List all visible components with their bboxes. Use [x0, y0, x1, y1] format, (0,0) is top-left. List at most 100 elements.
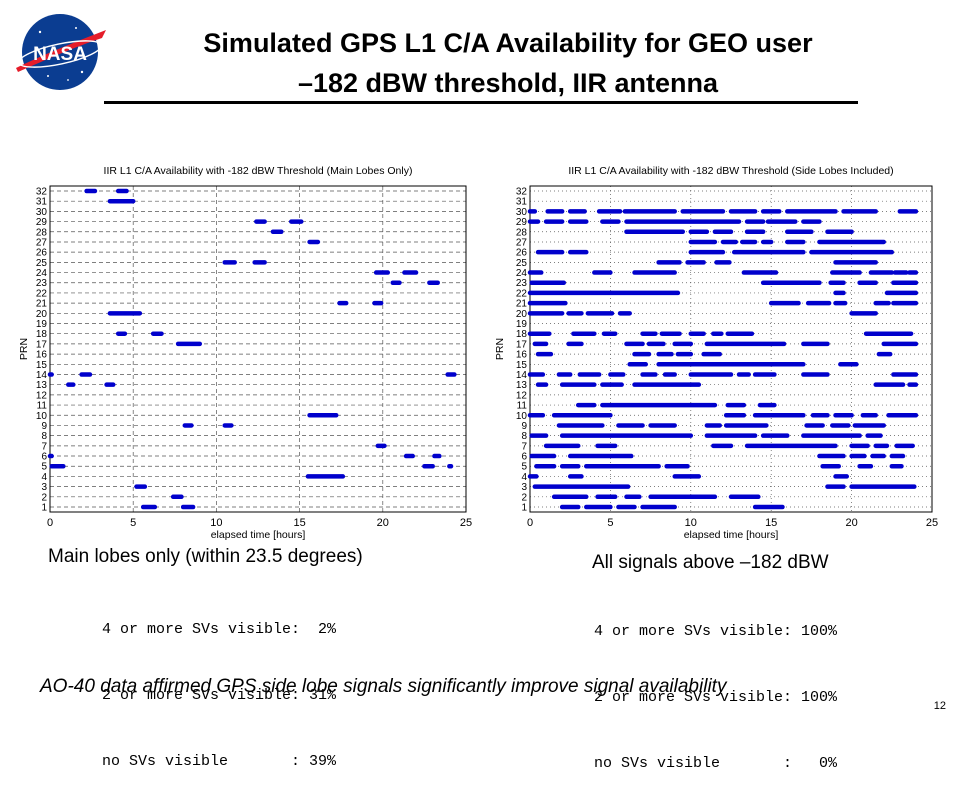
side-y-tick-label: 10 — [516, 411, 528, 422]
main-x-axis-label: elapsed time [hours] — [211, 529, 306, 540]
main-y-tick-label: 30 — [36, 207, 48, 218]
side-y-tick-label: 26 — [516, 248, 528, 259]
side-y-tick-label: 12 — [516, 390, 528, 401]
main-y-tick-label: 23 — [36, 278, 48, 289]
page-number: 12 — [933, 700, 946, 712]
left-stat-line: no SVs visible : 39% — [102, 753, 337, 770]
side-x-tick-label: 20 — [845, 517, 857, 529]
main-y-tick-label: 20 — [36, 309, 48, 320]
main-y-tick-label: 21 — [36, 299, 48, 310]
side-plot-frame — [529, 185, 933, 513]
side-x-tick-label: 0 — [527, 517, 533, 529]
main-x-tick-label: 20 — [377, 517, 389, 529]
main-y-tick-label: 27 — [36, 237, 48, 248]
side-y-tick-label: 3 — [521, 482, 527, 493]
main-y-tick-label: 3 — [41, 482, 47, 493]
footnote: AO-40 data affirmed GPS side lobe signal… — [40, 676, 727, 697]
side-x-tick-label: 15 — [765, 517, 777, 529]
main-y-tick-label: 28 — [36, 227, 48, 238]
side-y-tick-label: 31 — [516, 197, 528, 208]
side-y-tick-label: 25 — [516, 258, 528, 269]
main-y-tick-label: 5 — [41, 462, 47, 473]
side-y-tick-label: 18 — [516, 329, 528, 340]
main-y-tick-label: 10 — [36, 411, 48, 422]
side-y-tick-label: 6 — [521, 452, 527, 463]
nasa-logo: NASA — [10, 10, 110, 94]
main-y-tick-label: 22 — [36, 288, 48, 299]
right-caption: All signals above –182 dBW — [592, 552, 829, 573]
main-y-tick-label: 11 — [37, 401, 48, 412]
right-stat-line: 2 or more SVs visible: 100% — [594, 689, 838, 706]
side-x-axis-label: elapsed time [hours] — [684, 529, 779, 540]
main-y-tick-label: 4 — [41, 472, 47, 483]
title-underline — [104, 101, 858, 104]
side-chart-title: IIR L1 C/A Availability with -182 dBW Th… — [568, 165, 893, 177]
side-y-tick-label: 13 — [516, 380, 528, 391]
slide-title-line-1: Simulated GPS L1 C/A Availability for GE… — [203, 28, 813, 58]
main-y-tick-label: 9 — [41, 421, 47, 432]
main-x-tick-label: 25 — [460, 517, 472, 529]
main-x-tick-label: 15 — [293, 517, 305, 529]
slide-title-line-2: –182 dBW threshold, IIR antenna — [297, 68, 719, 98]
side-y-tick-label: 24 — [516, 268, 528, 279]
main-y-tick-label: 24 — [36, 268, 48, 279]
side-y-tick-label: 8 — [521, 431, 527, 442]
main-y-axis-label: PRN — [18, 338, 30, 360]
side-y-tick-label: 9 — [521, 421, 527, 432]
chart-main-lobes-svg: IIR L1 C/A Availability with -182 dBW Th… — [18, 165, 472, 540]
main-x-tick-label: 0 — [47, 517, 53, 529]
left-stat-line: 2 or more SVs visible: 31% — [102, 687, 337, 704]
right-stat-line: 4 or more SVs visible: 100% — [594, 623, 838, 640]
main-y-tick-label: 15 — [36, 360, 48, 371]
left-caption: Main lobes only (within 23.5 degrees) — [48, 546, 363, 567]
main-y-tick-label: 7 — [41, 441, 47, 452]
side-y-tick-label: 30 — [516, 207, 528, 218]
main-x-tick-label: 5 — [130, 517, 136, 529]
main-y-tick-label: 2 — [41, 492, 47, 503]
main-y-tick-label: 29 — [36, 217, 48, 228]
main-x-tick-label: 10 — [210, 517, 222, 529]
side-y-tick-label: 21 — [516, 299, 528, 310]
nasa-logo-text: NASA — [33, 44, 87, 65]
main-y-tick-label: 14 — [36, 370, 48, 381]
side-y-tick-label: 15 — [516, 360, 528, 371]
side-y-tick-label: 23 — [516, 278, 528, 289]
main-y-tick-label: 19 — [36, 319, 48, 330]
main-y-tick-label: 8 — [41, 431, 47, 442]
side-y-tick-label: 2 — [521, 492, 527, 503]
side-x-tick-label: 5 — [607, 517, 613, 529]
side-y-tick-label: 16 — [516, 350, 528, 361]
main-chart-title: IIR L1 C/A Availability with -182 dBW Th… — [104, 165, 413, 177]
side-x-tick-label: 25 — [926, 517, 938, 529]
left-stat-line: 4 or more SVs visible: 2% — [102, 621, 337, 638]
chart-side-lobes: IIR L1 C/A Availability with -182 dBW Th… — [494, 158, 940, 540]
main-y-tick-label: 13 — [36, 380, 48, 391]
main-y-tick-label: 31 — [36, 197, 48, 208]
main-y-tick-label: 1 — [41, 503, 47, 514]
side-y-tick-label: 11 — [517, 401, 528, 412]
side-y-tick-label: 17 — [516, 339, 528, 350]
main-y-tick-label: 18 — [36, 329, 48, 340]
main-y-tick-label: 26 — [36, 248, 48, 259]
main-plot-frame — [49, 185, 467, 513]
main-y-tick-label: 12 — [36, 390, 48, 401]
side-y-tick-label: 28 — [516, 227, 528, 238]
side-y-tick-label: 19 — [516, 319, 528, 330]
side-y-tick-label: 7 — [521, 441, 527, 452]
main-y-tick-label: 6 — [41, 452, 47, 463]
side-y-tick-label: 29 — [516, 217, 528, 228]
side-x-tick-label: 10 — [685, 517, 697, 529]
side-y-tick-label: 4 — [521, 472, 527, 483]
side-y-tick-label: 27 — [516, 237, 528, 248]
side-y-tick-label: 32 — [516, 187, 528, 198]
right-stat-line: no SVs visible : 0% — [594, 755, 838, 772]
main-y-tick-label: 32 — [36, 187, 48, 198]
side-y-tick-label: 1 — [521, 503, 527, 514]
side-y-tick-label: 5 — [521, 462, 527, 473]
main-y-tick-label: 16 — [36, 350, 48, 361]
chart-main-lobes: IIR L1 C/A Availability with -182 dBW Th… — [18, 158, 476, 540]
side-y-tick-label: 14 — [516, 370, 528, 381]
side-y-tick-label: 22 — [516, 288, 528, 299]
side-y-axis-label: PRN — [494, 338, 506, 360]
side-y-tick-label: 20 — [516, 309, 528, 320]
